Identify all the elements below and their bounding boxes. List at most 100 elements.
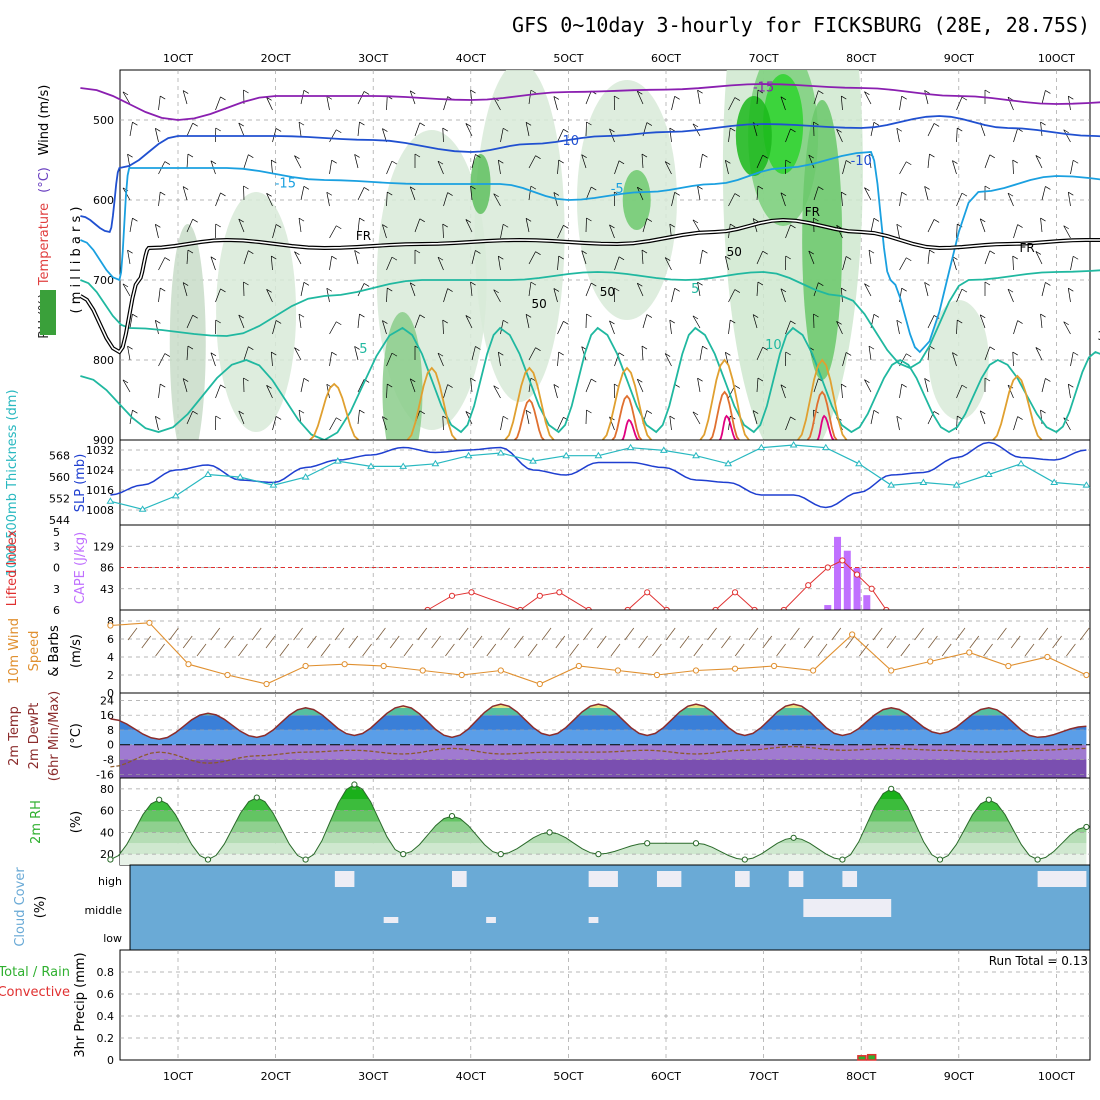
wind-barb-flag <box>637 378 643 383</box>
wind-barb-flag <box>298 121 305 126</box>
wind-barb <box>354 154 359 169</box>
surface-wind-barb <box>955 627 966 641</box>
precip-panel-frame <box>119 949 1091 1061</box>
wind-barb-flag <box>1035 347 1042 351</box>
wind-barb-flag <box>901 287 907 292</box>
wind-barb <box>471 346 476 361</box>
wind-barb-flag <box>127 249 133 254</box>
wind-barb-flag <box>382 416 388 420</box>
wind-barb-flag <box>1035 251 1042 255</box>
wind-barb <box>692 315 701 329</box>
rh-marker <box>644 840 651 847</box>
wind-barb <box>780 192 786 207</box>
wind-barb <box>266 97 273 111</box>
isotherm-line <box>718 414 737 441</box>
wind-barb <box>864 379 872 393</box>
wind-barb <box>697 378 701 393</box>
wind-barb-flag <box>475 346 481 350</box>
wind-barb-flag <box>182 186 189 190</box>
wind-barb <box>497 352 501 367</box>
wind-barb-flag <box>192 314 198 319</box>
wind-barb <box>1063 225 1071 239</box>
wind-barb-flag <box>493 289 499 294</box>
wind-barb <box>386 256 393 271</box>
wind-barb <box>122 283 131 297</box>
wind-barb <box>238 410 245 425</box>
wind-barb-flag <box>1063 321 1069 326</box>
wind-barb-flag <box>298 409 305 414</box>
wind-barb-flag <box>220 192 226 197</box>
wind-barb <box>808 250 815 265</box>
wind-barb <box>780 384 786 399</box>
cloud-low-block <box>383 917 399 923</box>
isotherm-line <box>797 358 848 441</box>
rh-ylabel: 2m RH <box>29 800 44 844</box>
x-tick-label-bottom: 5OCT <box>553 1070 583 1083</box>
wind-barb <box>528 186 532 201</box>
wind-barb-flag <box>326 287 333 292</box>
wind-barb <box>813 90 819 105</box>
wind-barb-flag <box>535 155 541 159</box>
wind-barb <box>129 122 133 137</box>
wind-barb-flag <box>989 346 995 351</box>
wind-barb-flag <box>864 91 870 95</box>
surface-wind-barb <box>914 627 924 641</box>
wind-barb <box>210 352 216 367</box>
wind-barb <box>186 219 194 233</box>
wind-barb <box>636 91 644 105</box>
wind-barb-flag <box>243 281 249 286</box>
surface-wind-barb <box>569 643 579 657</box>
wind-barb <box>636 187 644 201</box>
wind-barb-flag <box>271 351 277 356</box>
wind-barb <box>756 186 759 201</box>
lifted-index-marker <box>731 589 739 596</box>
wind-barb <box>493 385 501 399</box>
x-tick-label-bottom: 8OCT <box>846 1070 876 1083</box>
wind-barb <box>470 186 473 201</box>
wind-barb-flag <box>674 96 680 100</box>
isotherm-label: -15 <box>753 80 774 95</box>
cloud-high-block <box>735 871 750 887</box>
precip-ylabel: 3hr Precip (mm) <box>73 952 88 1057</box>
precip-tick-label: 0 <box>107 1054 114 1067</box>
wind-barb <box>528 378 532 393</box>
wind-barb-flag <box>873 122 880 126</box>
wind-barb-flag <box>215 223 221 228</box>
wind-barb <box>443 384 448 399</box>
rh-tick-label: 80 <box>100 783 114 796</box>
wind-barb <box>471 250 476 265</box>
wind-barb <box>956 96 963 111</box>
wind-barb-flag <box>553 288 560 292</box>
wind-barb-flag <box>326 191 333 196</box>
wind-barb <box>697 186 701 201</box>
wind-barb-flag <box>354 154 360 158</box>
rh-marker <box>790 834 797 841</box>
wind-barb <box>329 256 333 271</box>
wind-barb <box>300 90 305 105</box>
thickness-marker <box>562 451 571 459</box>
wind-barb-flag <box>980 218 986 223</box>
wind-barb-flag <box>238 410 244 415</box>
wind-barb-flag <box>210 352 217 357</box>
wind-barb-flag <box>646 122 653 126</box>
wind-barb-flag <box>841 383 847 388</box>
thickness-marker <box>236 473 245 480</box>
wind-barb <box>127 250 131 265</box>
wind-speed-marker <box>497 667 504 674</box>
wind-barb <box>699 250 703 265</box>
wind-barb <box>692 219 701 233</box>
wind-barb <box>122 91 131 105</box>
wind-barb-flag <box>475 154 481 158</box>
wind-barb-flag <box>419 122 425 127</box>
wind-barb <box>155 224 159 239</box>
x-tick-label-bottom: 3OCT <box>358 1070 388 1083</box>
slp-tick-label: 1032 <box>86 444 114 457</box>
wind-barb-flag <box>989 250 995 255</box>
wind-barb-flag <box>808 250 814 255</box>
rh-marker <box>692 840 700 847</box>
thickness-marker <box>496 449 505 456</box>
surface-wind-barb <box>652 643 662 657</box>
wind-barb-flag <box>563 321 569 325</box>
wind-barb-flag <box>1063 225 1069 230</box>
wind-barb-flag <box>961 96 968 101</box>
